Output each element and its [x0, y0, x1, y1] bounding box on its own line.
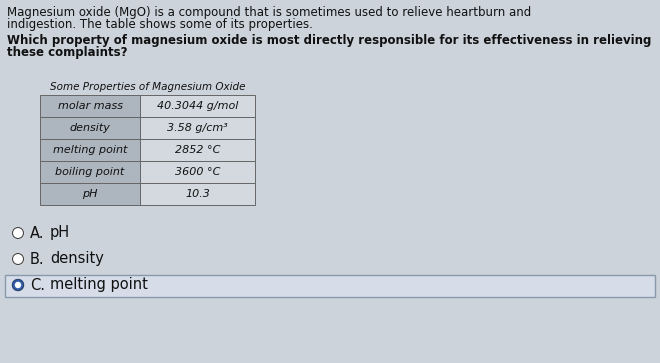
Bar [40, 139, 140, 161]
Bar [140, 117, 255, 139]
Text: pH: pH [82, 189, 98, 199]
Text: density: density [50, 252, 104, 266]
Text: 3600 °C: 3600 °C [175, 167, 220, 177]
Text: melting point: melting point [53, 145, 127, 155]
Text: 3.58 g/cm³: 3.58 g/cm³ [167, 123, 228, 133]
Bar [40, 117, 140, 139]
Text: melting point: melting point [50, 277, 148, 293]
Bar [140, 161, 255, 183]
Text: 2852 °C: 2852 °C [175, 145, 220, 155]
Text: density: density [69, 123, 110, 133]
Text: Some Properties of Magnesium Oxide: Some Properties of Magnesium Oxide [50, 82, 246, 92]
Text: 10.3: 10.3 [185, 189, 210, 199]
Text: pH: pH [50, 225, 70, 241]
Bar [5, 275, 655, 297]
Text: boiling point: boiling point [55, 167, 125, 177]
Bar [140, 139, 255, 161]
Text: Magnesium oxide (MgO) is a compound that is sometimes used to relieve heartburn : Magnesium oxide (MgO) is a compound that… [7, 6, 531, 19]
Text: these complaints?: these complaints? [7, 46, 127, 59]
Circle shape [13, 228, 24, 238]
Bar [140, 183, 255, 205]
Bar [40, 161, 140, 183]
Bar [40, 183, 140, 205]
Circle shape [13, 280, 24, 290]
Text: B.: B. [30, 252, 45, 266]
Text: C.: C. [30, 277, 45, 293]
Text: Which property of magnesium oxide is most directly responsible for its effective: Which property of magnesium oxide is mos… [7, 34, 651, 47]
Circle shape [15, 282, 20, 287]
Bar [40, 95, 140, 117]
Text: indigestion. The table shows some of its properties.: indigestion. The table shows some of its… [7, 18, 313, 31]
Text: molar mass: molar mass [57, 101, 123, 111]
Bar [140, 95, 255, 117]
Circle shape [13, 253, 24, 265]
Text: A.: A. [30, 225, 44, 241]
Text: 40.3044 g/mol: 40.3044 g/mol [157, 101, 238, 111]
